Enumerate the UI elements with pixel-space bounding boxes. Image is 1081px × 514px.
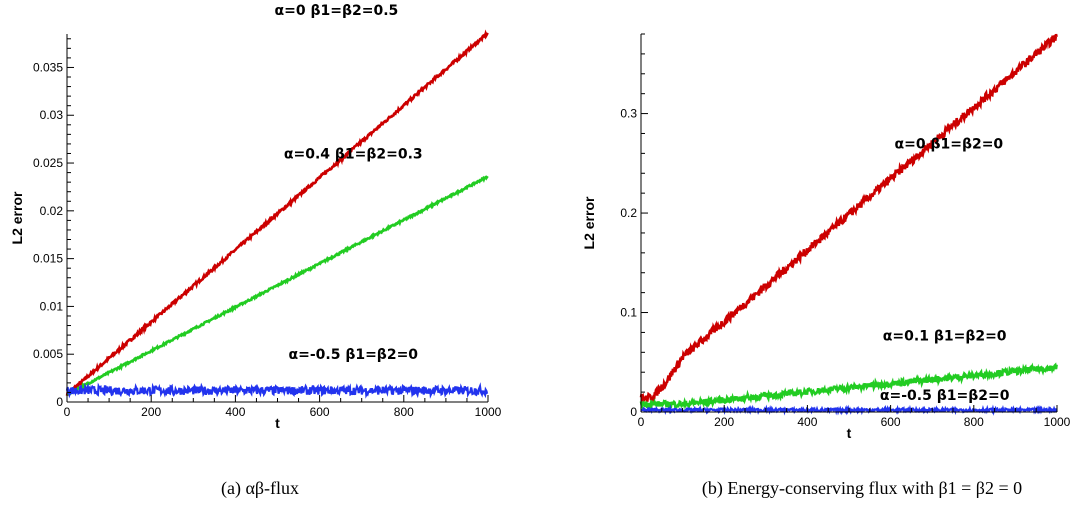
y-tick-label: 0 (630, 405, 637, 419)
x-tick-label: 800 (394, 405, 414, 419)
y-tick-label: 0.02 (40, 204, 64, 218)
x-tick-label: 1000 (475, 405, 502, 419)
series-line-1 (639, 362, 1058, 411)
figure-caption: (a) αβ-flux (221, 478, 299, 499)
chart-panel-b: 0 200 400 600 800 1000 0 0.1 0.2 0.3 t L2 error α=0 … (581, 33, 1071, 499)
x-tick-label: 1000 (1044, 415, 1071, 429)
y-tick-label: 0.005 (33, 347, 63, 361)
series-annotation: α=-0.5 β1=β2=0 (880, 388, 1010, 404)
chart-panel-a: 0 200 400 600 800 1000 0 0.005 0.01 0.015 0.02 0.02… (9, 3, 502, 499)
y-tick-label: 0.015 (33, 252, 63, 266)
x-tick-label: 400 (225, 405, 245, 419)
x-tick-label: 800 (964, 415, 984, 429)
x-tick-label: 200 (141, 405, 161, 419)
y-tick-label: 0.3 (620, 107, 637, 121)
series-annotation: α=0.1 β1=β2=0 (883, 328, 1007, 344)
y-tick-label: 0.01 (40, 299, 64, 313)
y-tick-label: 0.035 (33, 60, 63, 74)
x-axis-title: t (847, 425, 852, 441)
x-tick-label: 600 (881, 415, 901, 429)
x-tick-label: 200 (714, 415, 734, 429)
y-tick-label: 0 (56, 395, 63, 409)
series-line-2 (65, 382, 489, 399)
series-annotation: α=-0.5 β1=β2=0 (288, 347, 418, 363)
x-tick-label: 0 (64, 405, 71, 419)
y-tick-label: 0.025 (33, 156, 63, 170)
series-annotation: α=0 β1=β2=0 (894, 136, 1003, 152)
x-tick-label: 400 (797, 415, 817, 429)
figure-caption: (b) Energy-conserving flux with β1 = β2 … (702, 478, 1022, 499)
y-tick-label: 0.03 (40, 108, 64, 122)
series-line-0 (639, 33, 1058, 404)
series-annotation: α=0 β1=β2=0.5 (275, 3, 399, 19)
series-line-1 (66, 175, 489, 396)
y-axis-title: L2 error (9, 191, 25, 244)
y-tick-label: 0.2 (620, 206, 637, 220)
y-axis-title: L2 error (581, 196, 597, 249)
series-annotation: α=0.4 β1=β2=0.3 (284, 146, 423, 162)
y-tick-label: 0.1 (620, 306, 637, 320)
x-tick-label: 0 (638, 415, 645, 429)
series-line-0 (65, 29, 489, 397)
x-axis-title: t (275, 415, 280, 431)
x-tick-label: 600 (310, 405, 330, 419)
